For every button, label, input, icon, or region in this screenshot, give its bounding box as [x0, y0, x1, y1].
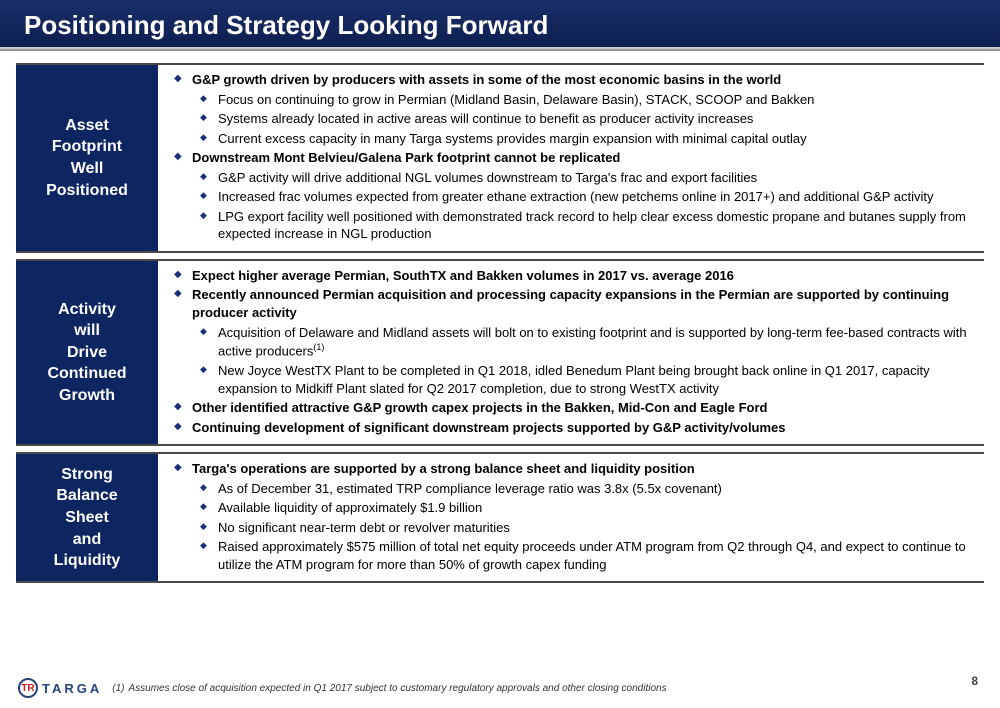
- sub-bullet-list: Acquisition of Delaware and Midland asse…: [192, 324, 978, 398]
- sub-bullet-text: Increased frac volumes expected from gre…: [218, 189, 934, 204]
- sub-bullet-item: LPG export facility well positioned with…: [192, 208, 978, 243]
- section-label-line: Positioned: [46, 180, 128, 202]
- slide: Positioning and Strategy Looking Forward…: [0, 0, 1000, 708]
- footnote-text: Assumes close of acquisition expected in…: [129, 683, 667, 694]
- section: ActivitywillDriveContinuedGrowth Expect h…: [16, 259, 984, 446]
- section-label-line: Strong: [61, 464, 113, 486]
- bullet-item: Other identified attractive G&P growth c…: [174, 399, 978, 417]
- logo-icon: TR: [18, 678, 38, 698]
- bullet-text: Downstream Mont Belvieu/Galena Park foot…: [192, 150, 620, 165]
- sub-bullet-item: Current excess capacity in many Targa sy…: [192, 130, 978, 148]
- section-label-line: Well: [71, 158, 104, 180]
- section-label: ActivitywillDriveContinuedGrowth: [16, 261, 158, 444]
- sub-bullet-text: G&P activity will drive additional NGL v…: [218, 170, 757, 185]
- section-label-line: will: [74, 320, 100, 342]
- sub-bullet-text: Acquisition of Delaware and Midland asse…: [218, 325, 967, 359]
- section-label-line: Balance: [56, 485, 117, 507]
- sub-bullet-item: Acquisition of Delaware and Midland asse…: [192, 324, 978, 360]
- bullet-list: Targa's operations are supported by a st…: [174, 460, 978, 573]
- content-area: AssetFootprintWellPositioned G&P growth d…: [0, 59, 1000, 583]
- footer: TR TARGA (1) Assumes close of acquisitio…: [0, 678, 1000, 698]
- section-label: StrongBalanceSheetandLiquidity: [16, 454, 158, 581]
- sub-bullet-item: Available liquidity of approximately $1.…: [192, 499, 978, 517]
- bullet-text: G&P growth driven by producers with asse…: [192, 72, 781, 87]
- section-label-line: Drive: [67, 342, 107, 364]
- section-body: Expect higher average Permian, SouthTX a…: [158, 261, 984, 444]
- bullet-item: Targa's operations are supported by a st…: [174, 460, 978, 573]
- section-label-line: Activity: [58, 299, 116, 321]
- sub-bullet-text: Available liquidity of approximately $1.…: [218, 500, 482, 515]
- page-number: 8: [971, 674, 978, 688]
- bullet-text: Continuing development of significant do…: [192, 420, 786, 435]
- section-label-line: Continued: [47, 363, 126, 385]
- section-label-line: Growth: [59, 385, 115, 407]
- superscript: (1): [313, 342, 324, 352]
- sub-bullet-list: Focus on continuing to grow in Permian (…: [192, 91, 978, 148]
- section-label-line: Asset: [65, 115, 109, 137]
- section-label-line: Footprint: [52, 136, 122, 158]
- title-divider: [0, 47, 1000, 51]
- section-label: AssetFootprintWellPositioned: [16, 65, 158, 251]
- section: AssetFootprintWellPositioned G&P growth d…: [16, 63, 984, 253]
- sub-bullet-text: LPG export facility well positioned with…: [218, 209, 966, 242]
- bullet-item: Continuing development of significant do…: [174, 419, 978, 437]
- sub-bullet-item: Systems already located in active areas …: [192, 110, 978, 128]
- section-body: G&P growth driven by producers with asse…: [158, 65, 984, 251]
- sub-bullet-item: Raised approximately $575 million of tot…: [192, 538, 978, 573]
- section: StrongBalanceSheetandLiquidity Targa's op…: [16, 452, 984, 583]
- slide-title: Positioning and Strategy Looking Forward: [0, 0, 1000, 47]
- section-label-line: and: [73, 529, 101, 551]
- bullet-item: Recently announced Permian acquisition a…: [174, 286, 978, 397]
- bullet-list: Expect higher average Permian, SouthTX a…: [174, 267, 978, 436]
- section-body: Targa's operations are supported by a st…: [158, 454, 984, 581]
- sub-bullet-item: Focus on continuing to grow in Permian (…: [192, 91, 978, 109]
- footnote-marker: (1): [112, 683, 124, 694]
- bullet-text: Recently announced Permian acquisition a…: [192, 287, 949, 320]
- sub-bullet-item: Increased frac volumes expected from gre…: [192, 188, 978, 206]
- sub-bullet-text: Focus on continuing to grow in Permian (…: [218, 92, 814, 107]
- sub-bullet-text: Systems already located in active areas …: [218, 111, 753, 126]
- bullet-list: G&P growth driven by producers with asse…: [174, 71, 978, 243]
- sub-bullet-text: Current excess capacity in many Targa sy…: [218, 131, 807, 146]
- sub-bullet-item: No significant near-term debt or revolve…: [192, 519, 978, 537]
- sub-bullet-text: No significant near-term debt or revolve…: [218, 520, 510, 535]
- bullet-text: Targa's operations are supported by a st…: [192, 461, 695, 476]
- logo-text: TARGA: [42, 681, 102, 696]
- bullet-item: G&P growth driven by producers with asse…: [174, 71, 978, 147]
- sub-bullet-list: As of December 31, estimated TRP complia…: [192, 480, 978, 574]
- sub-bullet-text: As of December 31, estimated TRP complia…: [218, 481, 722, 496]
- sub-bullet-item: New Joyce WestTX Plant to be completed i…: [192, 362, 978, 397]
- sub-bullet-item: As of December 31, estimated TRP complia…: [192, 480, 978, 498]
- section-label-line: Sheet: [65, 507, 109, 529]
- section-label-line: Liquidity: [54, 550, 121, 572]
- sub-bullet-text: New Joyce WestTX Plant to be completed i…: [218, 363, 930, 396]
- bullet-item: Downstream Mont Belvieu/Galena Park foot…: [174, 149, 978, 243]
- sub-bullet-item: G&P activity will drive additional NGL v…: [192, 169, 978, 187]
- sub-bullet-text: Raised approximately $575 million of tot…: [218, 539, 966, 572]
- bullet-text: Other identified attractive G&P growth c…: [192, 400, 767, 415]
- sub-bullet-list: G&P activity will drive additional NGL v…: [192, 169, 978, 243]
- bullet-text: Expect higher average Permian, SouthTX a…: [192, 268, 734, 283]
- bullet-item: Expect higher average Permian, SouthTX a…: [174, 267, 978, 285]
- company-logo: TR TARGA: [18, 678, 102, 698]
